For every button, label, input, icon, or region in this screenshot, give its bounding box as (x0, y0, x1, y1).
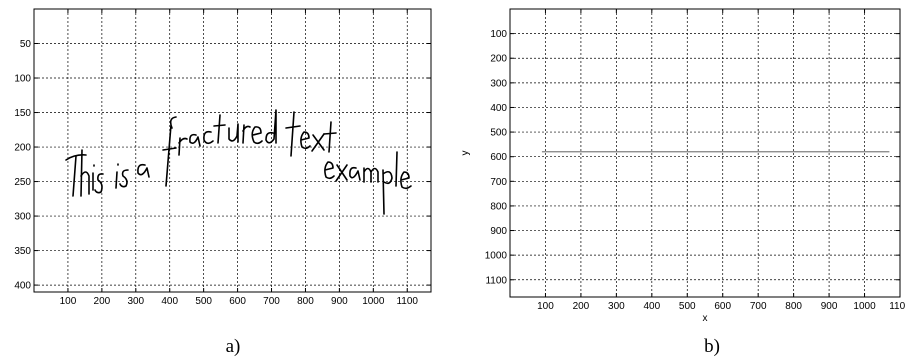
panel-b-x-tick-label-1100: 1100 (889, 301, 905, 312)
panel-a-y-tick-label-300: 300 (14, 212, 31, 223)
panel-a-x-tick-label-600: 600 (229, 296, 246, 307)
panel-a-grid (34, 9, 431, 292)
panel-b-x-tick-label-400: 400 (643, 301, 660, 312)
panel-b-x-tick-label-1000: 1000 (853, 301, 876, 312)
panel-a-caption: a) (226, 336, 241, 357)
panel-b-axes-frame (510, 9, 900, 297)
panel-b-y-tick-label-800: 800 (490, 201, 507, 212)
panel-b-grid (510, 9, 900, 297)
panel-a-y-tick-label-350: 350 (14, 246, 31, 257)
panel-a-x-tick-label-300: 300 (127, 296, 144, 307)
panel-b-y-tick-label-200: 200 (490, 54, 507, 65)
panel-a-x-tick-label-200: 200 (94, 296, 111, 307)
panel-b-tick-labels: 100 200 300 400 500 600 700 800 900 1000 1100 100 20… (485, 29, 905, 312)
panel-b-y-tick-label-700: 700 (490, 177, 507, 188)
panel-a-x-tick-label-800: 800 (297, 296, 314, 307)
panel-a-ticks (34, 9, 431, 292)
panel-a: 100 200 300 400 500 600 700 800 900 1000 1100 50 100… (14, 9, 431, 357)
panel-b-x-tick-label-800: 800 (785, 301, 802, 312)
panel-b-y-tick-label-1000: 1000 (485, 251, 508, 262)
panel-b-ticks (510, 9, 900, 297)
panel-b-x-tick-label-500: 500 (679, 301, 696, 312)
panel-a-y-tick-label-100: 100 (14, 74, 31, 85)
panel-b-x-tick-label-200: 200 (573, 301, 590, 312)
panel-b-y-tick-label-300: 300 (490, 78, 507, 89)
panel-b-x-tick-label-900: 900 (821, 301, 838, 312)
panel-a-axes-frame (34, 9, 431, 292)
panel-b-y-tick-label-500: 500 (490, 128, 507, 139)
panel-a-y-tick-label-200: 200 (14, 143, 31, 154)
panel-a-x-tick-label-1100: 1100 (396, 296, 418, 307)
panel-a-x-tick-label-400: 400 (161, 296, 178, 307)
panel-a-x-tick-label-100: 100 (60, 296, 77, 307)
panel-a-x-tick-label-500: 500 (195, 296, 212, 307)
panel-a-y-tick-label-400: 400 (14, 281, 31, 292)
panel-b: 100 200 300 400 500 600 700 800 900 1000 1100 100 20… (460, 9, 905, 357)
panel-b-x-tick-label-600: 600 (714, 301, 731, 312)
panel-a-y-tick-label-250: 250 (14, 177, 31, 188)
panel-a-x-tick-label-1000: 1000 (362, 296, 385, 307)
panel-b-y-tick-label-600: 600 (490, 152, 507, 163)
panel-a-x-tick-label-900: 900 (331, 296, 348, 307)
panel-a-x-tick-label-700: 700 (263, 296, 280, 307)
panel-b-y-tick-label-400: 400 (490, 103, 507, 114)
handwritten-text-image (66, 110, 411, 214)
panel-b-y-axis-label: y (460, 151, 471, 156)
panel-b-x-axis-label: x (703, 313, 708, 324)
panel-b-caption: b) (704, 336, 720, 357)
panel-b-y-tick-label-900: 900 (490, 226, 507, 237)
panel-b-x-tick-label-100: 100 (537, 301, 554, 312)
panel-b-x-tick-label-700: 700 (750, 301, 767, 312)
panel-a-y-tick-label-150: 150 (14, 108, 31, 119)
panel-b-y-tick-label-100: 100 (490, 29, 507, 40)
panel-b-y-tick-label-1100: 1100 (485, 275, 507, 286)
panel-b-x-tick-label-300: 300 (608, 301, 625, 312)
panel-a-y-tick-label-50: 50 (20, 39, 32, 50)
